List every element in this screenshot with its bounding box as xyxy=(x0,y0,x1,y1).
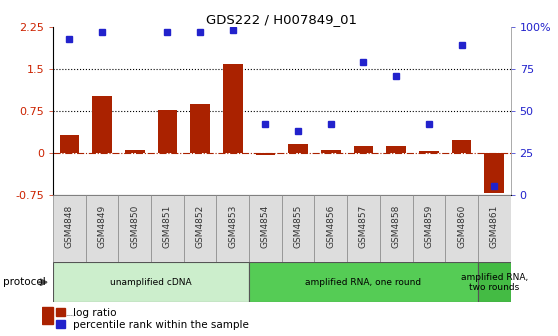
Text: GSM4852: GSM4852 xyxy=(196,205,205,248)
Bar xyxy=(288,144,308,153)
Bar xyxy=(484,153,504,193)
Text: GSM4856: GSM4856 xyxy=(326,205,335,248)
Text: amplified RNA, one round: amplified RNA, one round xyxy=(305,278,421,287)
Bar xyxy=(380,195,412,262)
Bar xyxy=(386,146,406,153)
Bar xyxy=(249,262,478,302)
Text: GSM4860: GSM4860 xyxy=(457,205,466,248)
Text: GSM4858: GSM4858 xyxy=(392,205,401,248)
Bar xyxy=(452,140,472,153)
Text: GSM4851: GSM4851 xyxy=(163,205,172,248)
Text: GSM4850: GSM4850 xyxy=(130,205,139,248)
Bar xyxy=(42,307,54,324)
Text: unamplified cDNA: unamplified cDNA xyxy=(110,278,192,287)
Text: GSM4859: GSM4859 xyxy=(425,205,434,248)
Bar xyxy=(157,110,177,153)
Bar xyxy=(118,195,151,262)
Bar xyxy=(249,195,282,262)
Text: GSM4855: GSM4855 xyxy=(294,205,302,248)
Text: GSM4849: GSM4849 xyxy=(98,205,107,248)
Text: GSM4848: GSM4848 xyxy=(65,205,74,248)
Bar xyxy=(60,135,79,153)
Text: GSM4857: GSM4857 xyxy=(359,205,368,248)
Bar xyxy=(92,96,112,153)
Bar xyxy=(217,195,249,262)
Bar xyxy=(347,195,380,262)
Bar xyxy=(478,195,511,262)
Bar xyxy=(125,150,145,153)
Bar xyxy=(315,195,347,262)
Text: GSM4861: GSM4861 xyxy=(490,205,499,248)
Bar xyxy=(478,262,511,302)
Text: GSM4854: GSM4854 xyxy=(261,205,270,248)
Bar xyxy=(184,195,217,262)
Bar xyxy=(419,151,439,153)
Title: GDS222 / H007849_01: GDS222 / H007849_01 xyxy=(206,13,357,26)
Text: protocol: protocol xyxy=(3,277,46,287)
Legend: log ratio, percentile rank within the sample: log ratio, percentile rank within the sa… xyxy=(56,308,249,330)
Bar xyxy=(282,195,315,262)
Bar xyxy=(190,104,210,153)
Bar xyxy=(53,262,249,302)
Bar xyxy=(53,195,86,262)
Text: amplified RNA,
two rounds: amplified RNA, two rounds xyxy=(460,272,528,292)
Bar xyxy=(86,195,118,262)
Bar xyxy=(445,195,478,262)
Bar xyxy=(321,150,340,153)
Bar xyxy=(354,146,373,153)
Bar xyxy=(256,153,275,155)
Bar xyxy=(151,195,184,262)
Text: GDS222 / H007849_01: GDS222 / H007849_01 xyxy=(60,314,76,316)
Bar xyxy=(412,195,445,262)
Text: GSM4853: GSM4853 xyxy=(228,205,237,248)
Bar xyxy=(223,65,243,153)
